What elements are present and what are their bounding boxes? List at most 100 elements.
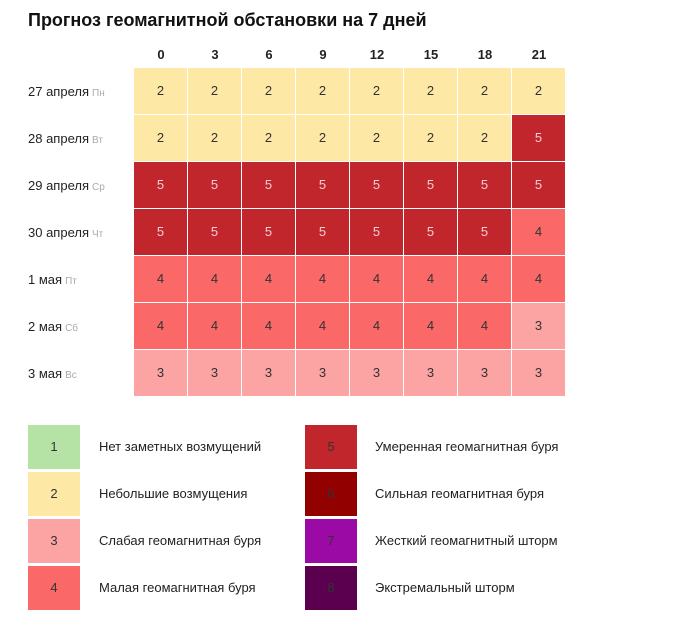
date: 27 апреля: [28, 84, 89, 99]
cell: 2: [296, 115, 350, 162]
cell: 2: [404, 68, 458, 115]
cell: 4: [296, 256, 350, 303]
cell: 4: [404, 256, 458, 303]
cell: 4: [512, 256, 566, 303]
cell: 3: [512, 303, 566, 350]
cell: 2: [134, 68, 188, 115]
cell: 2: [458, 115, 512, 162]
weekday: Пт: [65, 276, 77, 287]
cell: 5: [458, 162, 512, 209]
legend-label: Небольшие возмущения: [99, 486, 248, 501]
cell: 5: [296, 162, 350, 209]
cell: 5: [458, 209, 512, 256]
cell: 4: [350, 256, 404, 303]
cell: 3: [188, 350, 242, 397]
legend-swatch: 1: [28, 425, 80, 469]
cell: 5: [512, 162, 566, 209]
column-header: 21: [531, 47, 547, 62]
weekday: Пн: [92, 88, 105, 99]
cell: 2: [404, 115, 458, 162]
cell: 4: [458, 256, 512, 303]
column-header: 6: [265, 47, 273, 62]
cell: 5: [404, 209, 458, 256]
row-label: 28 апреля Вт: [28, 115, 103, 162]
row-label: 29 апреля Ср: [28, 162, 105, 209]
legend-label: Умеренная геомагнитная буря: [375, 439, 559, 454]
row-label: 30 апреля Чт: [28, 209, 103, 256]
cell: 3: [404, 350, 458, 397]
cell: 2: [296, 68, 350, 115]
cell: 5: [512, 115, 566, 162]
cell: 4: [242, 303, 296, 350]
cell: 2: [242, 115, 296, 162]
date: 3 мая: [28, 366, 63, 381]
legend-label: Малая геомагнитная буря: [99, 580, 256, 595]
cell: 2: [350, 68, 404, 115]
cell: 4: [134, 256, 188, 303]
cell: 4: [404, 303, 458, 350]
date: 1 мая: [28, 272, 63, 287]
column-header: 0: [157, 47, 165, 62]
weekday: Вс: [65, 370, 77, 381]
legend-swatch: 8: [305, 566, 357, 610]
legend-swatch: 5: [305, 425, 357, 469]
column-header: 15: [423, 47, 439, 62]
date: 30 апреля: [28, 225, 89, 240]
row-label: 2 мая Сб: [28, 303, 78, 350]
column-header: 18: [477, 47, 493, 62]
cell: 5: [134, 162, 188, 209]
cell: 5: [296, 209, 350, 256]
legend-label: Жесткий геомагнитный шторм: [375, 533, 558, 548]
legend-label: Слабая геомагнитная буря: [99, 533, 262, 548]
cell: 5: [134, 209, 188, 256]
weekday: Чт: [92, 229, 104, 240]
column-header: 9: [319, 47, 327, 62]
cell: 3: [242, 350, 296, 397]
cell: 4: [350, 303, 404, 350]
row-label: 27 апреля Пн: [28, 68, 105, 115]
weekday: Вт: [92, 135, 103, 146]
cell: 5: [350, 209, 404, 256]
date: 29 апреля: [28, 178, 89, 193]
cell: 3: [350, 350, 404, 397]
title: Прогноз геомагнитной обстановки на 7 дне…: [28, 10, 427, 30]
cell: 5: [404, 162, 458, 209]
cell: 2: [134, 115, 188, 162]
legend-label: Нет заметных возмущений: [99, 439, 262, 454]
cell: 4: [296, 303, 350, 350]
legend-swatch: 4: [28, 566, 80, 610]
cell: 3: [296, 350, 350, 397]
cell: 2: [458, 68, 512, 115]
cell: 2: [512, 68, 566, 115]
cell: 3: [512, 350, 566, 397]
cell: 5: [350, 162, 404, 209]
date: 2 мая: [28, 319, 63, 334]
cell: 2: [188, 68, 242, 115]
legend-swatch: 3: [28, 519, 80, 563]
row-label: 1 мая Пт: [28, 256, 77, 303]
cell: 4: [242, 256, 296, 303]
cell: 5: [188, 162, 242, 209]
legend-swatch: 7: [305, 519, 357, 563]
cell: 4: [134, 303, 188, 350]
cell: 4: [458, 303, 512, 350]
date: 28 апреля: [28, 131, 89, 146]
cell: 4: [188, 256, 242, 303]
legend-swatch: 2: [28, 472, 80, 516]
cell: 2: [188, 115, 242, 162]
column-header: 12: [369, 47, 385, 62]
cell: 2: [350, 115, 404, 162]
legend-swatch: 6: [305, 472, 357, 516]
cell: 3: [134, 350, 188, 397]
row-label: 3 мая Вс: [28, 350, 77, 397]
cell: 3: [458, 350, 512, 397]
legend-label: Сильная геомагнитная буря: [375, 486, 544, 501]
weekday: Ср: [92, 182, 105, 193]
cell: 2: [242, 68, 296, 115]
legend-label: Экстремальный шторм: [375, 580, 515, 595]
cell: 5: [188, 209, 242, 256]
cell: 5: [242, 209, 296, 256]
weekday: Сб: [65, 323, 79, 334]
cell: 4: [512, 209, 566, 256]
